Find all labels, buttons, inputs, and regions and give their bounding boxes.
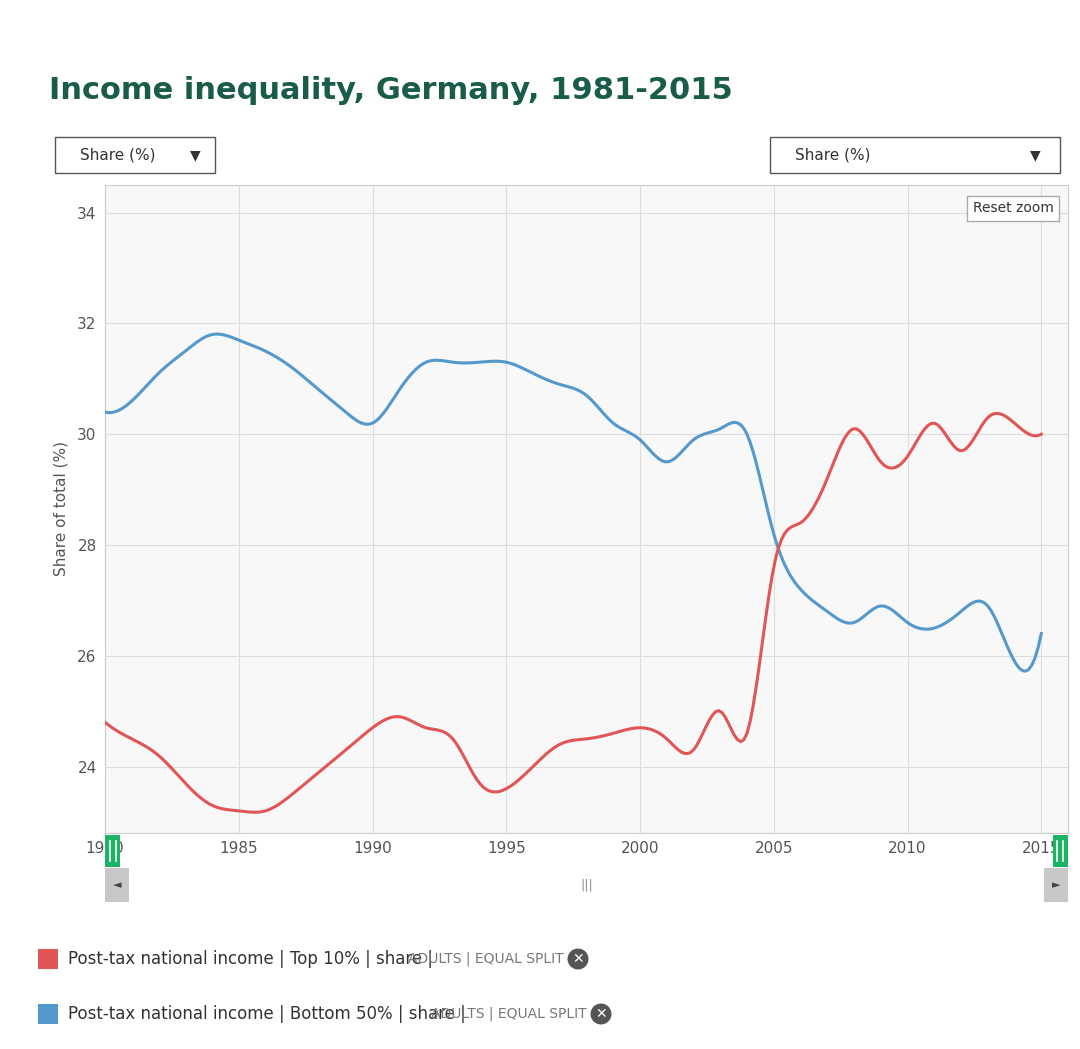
Text: ◄: ◄ xyxy=(112,880,121,890)
Text: Post-tax national income | Bottom 50% | share |: Post-tax national income | Bottom 50% | … xyxy=(68,1005,465,1023)
Text: Reset zoom: Reset zoom xyxy=(973,201,1054,215)
Text: Share (%): Share (%) xyxy=(80,148,156,163)
Bar xyxy=(105,868,130,902)
Text: Share (%): Share (%) xyxy=(795,148,870,163)
Text: Income inequality, Germany, 1981-2015: Income inequality, Germany, 1981-2015 xyxy=(49,77,732,105)
Text: ADULTS | EQUAL SPLIT: ADULTS | EQUAL SPLIT xyxy=(431,1007,586,1022)
Text: ✕: ✕ xyxy=(595,1007,607,1021)
Text: ADULTS | EQUAL SPLIT: ADULTS | EQUAL SPLIT xyxy=(408,951,564,966)
Y-axis label: Share of total (%): Share of total (%) xyxy=(54,442,69,577)
Text: |||: ||| xyxy=(580,878,593,892)
Text: ✕: ✕ xyxy=(572,952,584,966)
Bar xyxy=(105,835,120,868)
Bar xyxy=(1053,835,1068,868)
Bar xyxy=(55,137,215,173)
Text: ►: ► xyxy=(1052,880,1061,890)
Text: ▼: ▼ xyxy=(1029,148,1040,162)
Bar xyxy=(38,949,58,969)
Bar xyxy=(1044,868,1068,902)
Text: ▼: ▼ xyxy=(190,148,200,162)
Text: Post-tax national income | Top 10% | share |: Post-tax national income | Top 10% | sha… xyxy=(68,950,433,968)
Bar xyxy=(770,137,1059,173)
Bar xyxy=(38,1004,58,1024)
